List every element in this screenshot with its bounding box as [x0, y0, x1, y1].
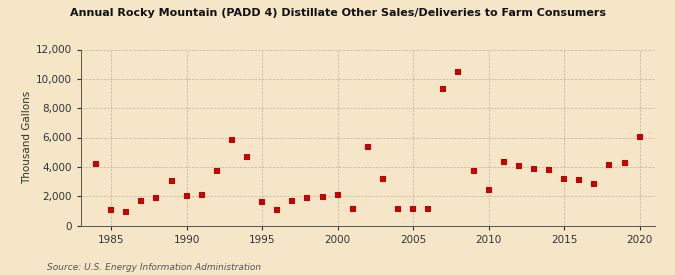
Point — [302, 196, 313, 200]
Point — [287, 198, 298, 203]
Point — [438, 87, 449, 91]
Point — [468, 169, 479, 174]
Point — [408, 207, 418, 211]
Y-axis label: Thousand Gallons: Thousand Gallons — [22, 91, 32, 184]
Point — [332, 193, 343, 198]
Point — [211, 168, 222, 173]
Point — [151, 196, 162, 200]
Point — [242, 155, 252, 160]
Point — [136, 198, 146, 203]
Point — [106, 208, 117, 212]
Point — [227, 138, 238, 142]
Point — [589, 182, 600, 187]
Point — [543, 167, 554, 172]
Point — [256, 200, 267, 204]
Point — [393, 207, 404, 211]
Point — [196, 192, 207, 197]
Point — [483, 187, 494, 192]
Point — [514, 164, 524, 168]
Point — [362, 145, 373, 149]
Point — [634, 134, 645, 139]
Point — [559, 177, 570, 182]
Point — [348, 207, 358, 211]
Point — [574, 178, 585, 182]
Point — [377, 176, 388, 181]
Point — [90, 162, 101, 166]
Point — [166, 178, 177, 183]
Point — [182, 194, 192, 198]
Text: Annual Rocky Mountain (PADD 4) Distillate Other Sales/Deliveries to Farm Consume: Annual Rocky Mountain (PADD 4) Distillat… — [70, 8, 605, 18]
Text: Source: U.S. Energy Information Administration: Source: U.S. Energy Information Administ… — [47, 263, 261, 272]
Point — [529, 167, 539, 171]
Point — [272, 208, 283, 212]
Point — [317, 195, 328, 199]
Point — [423, 207, 433, 211]
Point — [619, 161, 630, 165]
Point — [453, 70, 464, 75]
Point — [604, 163, 615, 167]
Point — [121, 210, 132, 214]
Point — [498, 160, 509, 164]
